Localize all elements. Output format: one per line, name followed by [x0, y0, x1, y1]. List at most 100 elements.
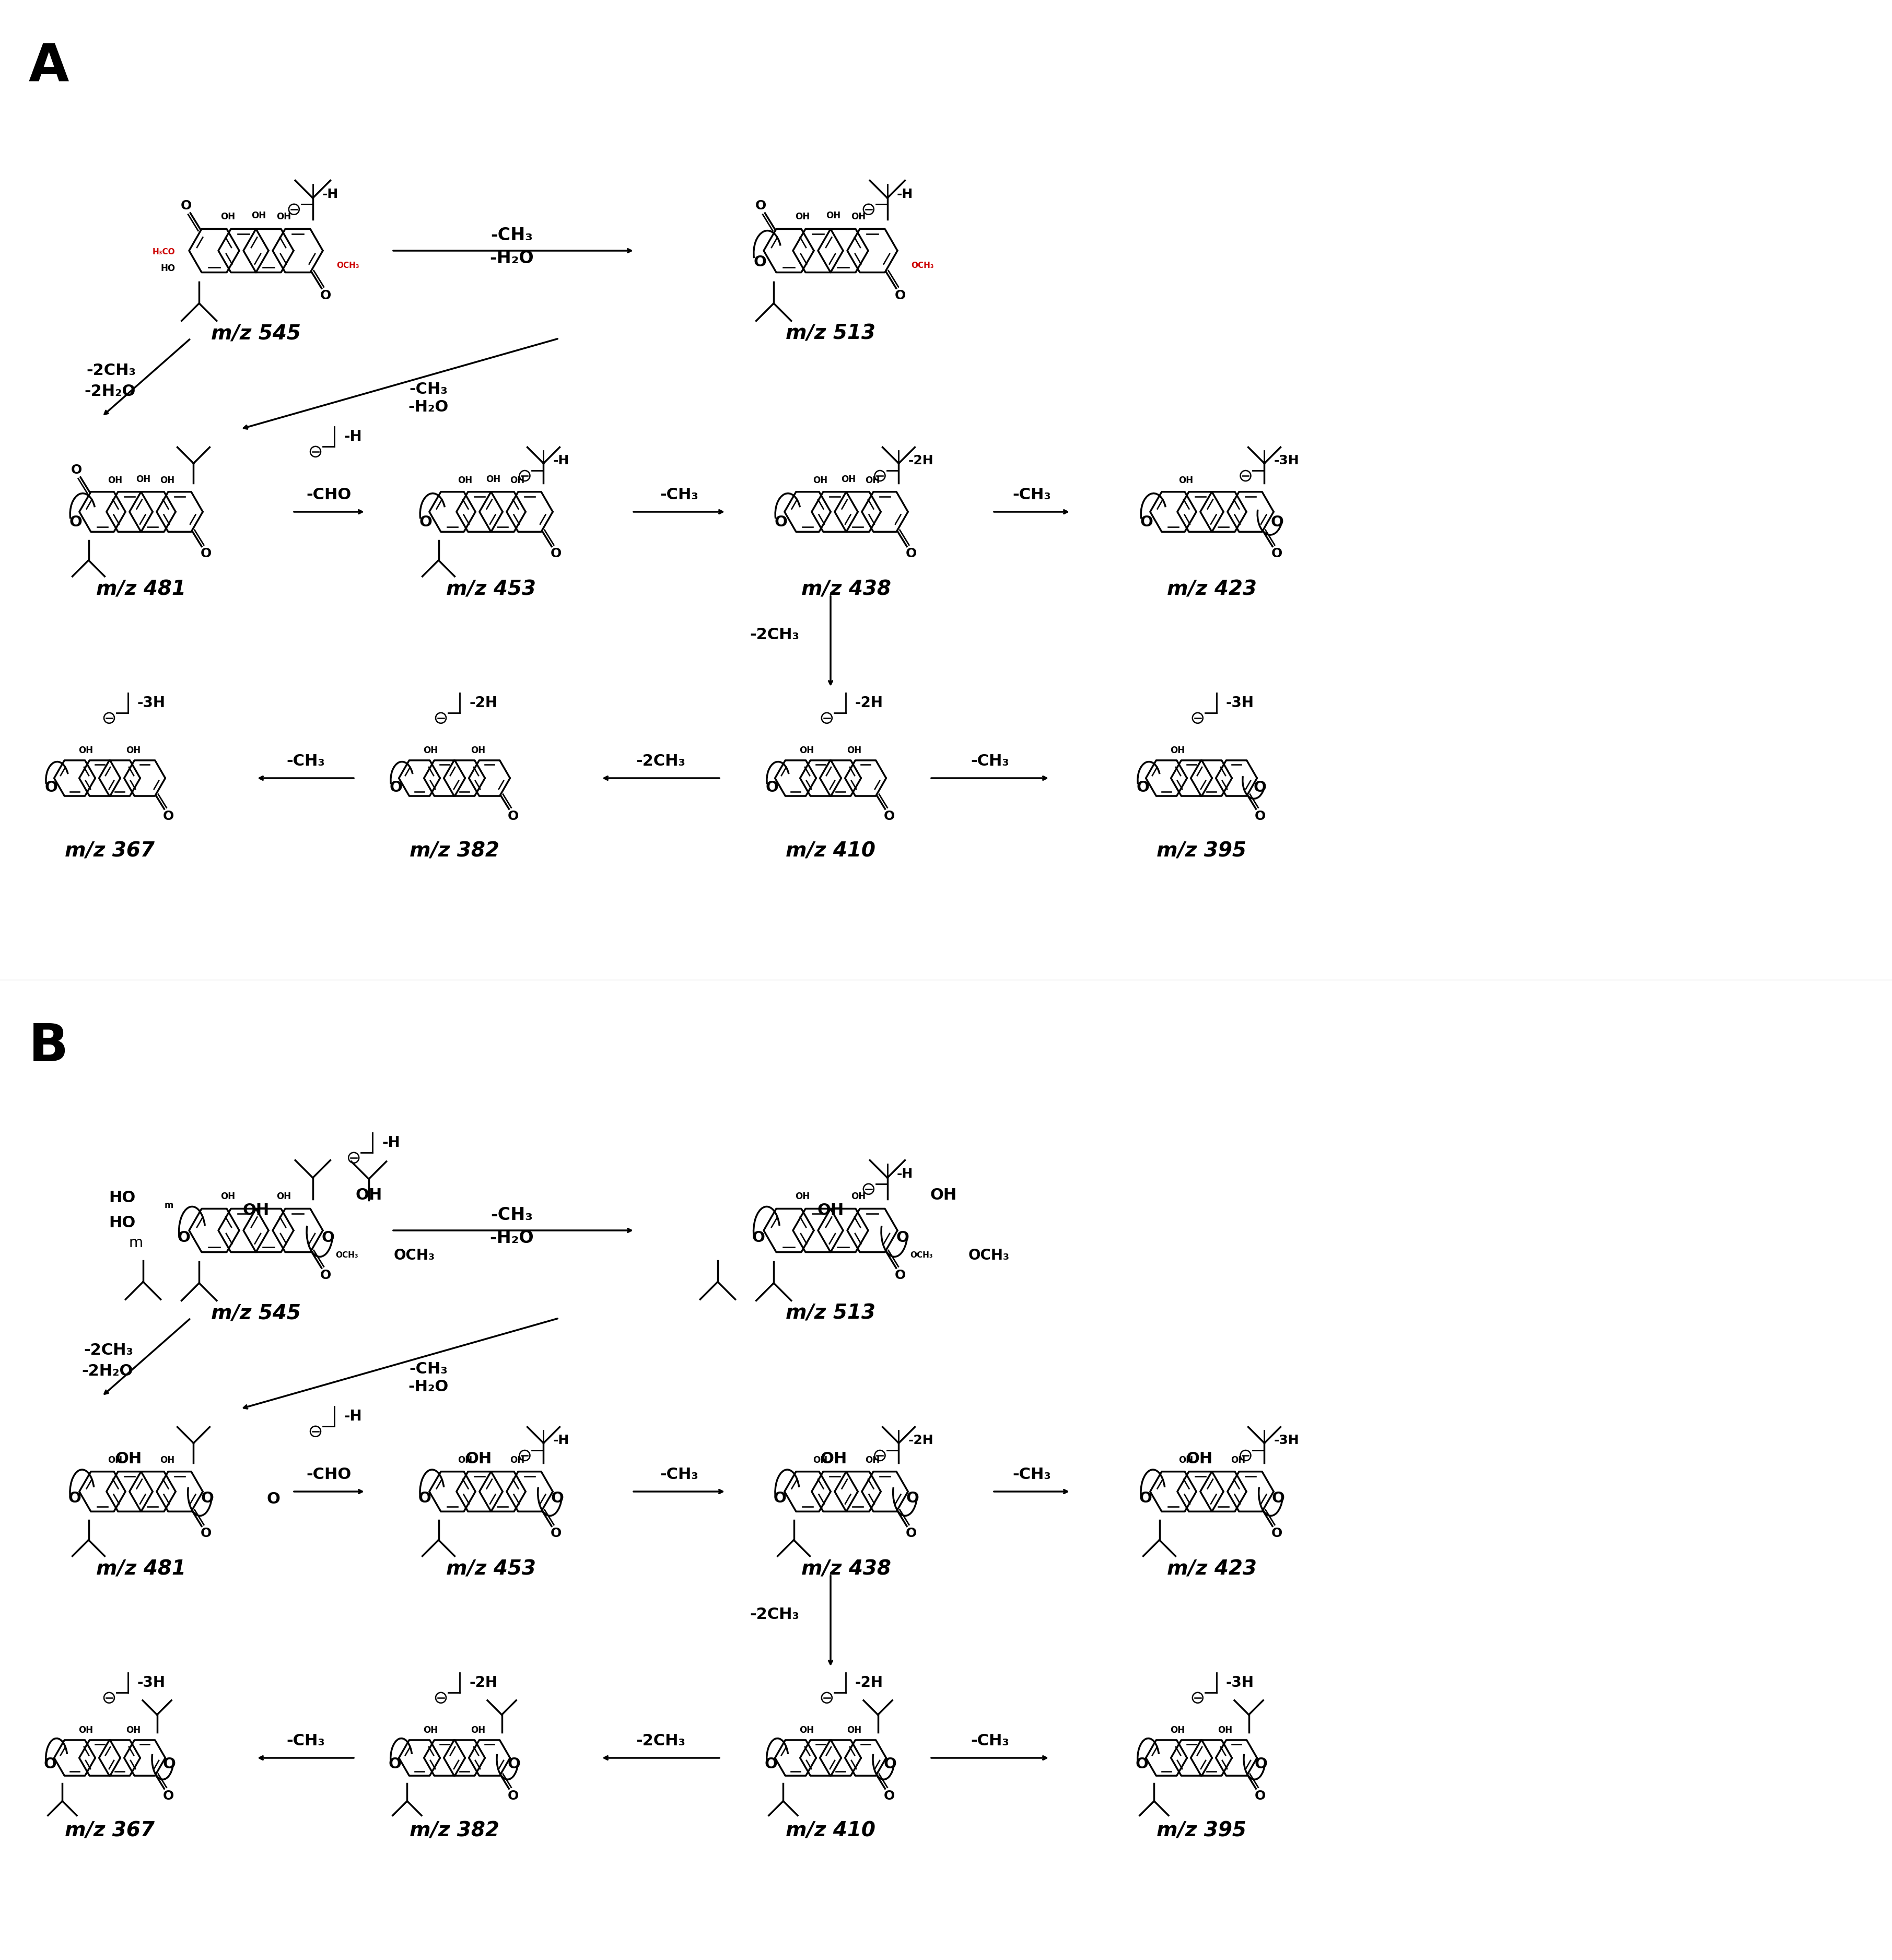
Text: O: O: [895, 290, 906, 302]
Text: O: O: [895, 1268, 906, 1282]
Text: OH: OH: [471, 1725, 486, 1735]
Text: -CH₃: -CH₃: [409, 1362, 448, 1376]
Text: OH: OH: [814, 1456, 827, 1466]
Text: O: O: [1254, 1756, 1268, 1772]
Text: -2H: -2H: [908, 1435, 933, 1446]
Text: O: O: [1139, 1492, 1152, 1505]
Text: m/z 423: m/z 423: [1167, 1560, 1256, 1580]
Text: m/z 481: m/z 481: [96, 580, 185, 600]
Text: O: O: [897, 1231, 908, 1245]
Text: OH: OH: [458, 1456, 473, 1466]
Text: OH: OH: [821, 1452, 848, 1466]
Text: -CHO: -CHO: [307, 488, 352, 502]
Text: m/z 410: m/z 410: [785, 841, 876, 860]
Text: OH: OH: [842, 474, 855, 484]
Text: OH: OH: [509, 476, 524, 486]
Text: O: O: [45, 780, 57, 794]
Text: O: O: [1271, 515, 1283, 529]
Text: O: O: [906, 1492, 920, 1505]
Text: O: O: [1271, 1492, 1285, 1505]
Text: -2H: -2H: [908, 455, 933, 466]
Text: -CH₃: -CH₃: [1012, 1468, 1050, 1482]
Text: O: O: [1254, 780, 1266, 794]
Text: -2CH₃: -2CH₃: [83, 1343, 132, 1358]
Text: -H₂O: -H₂O: [490, 249, 534, 267]
Text: OH: OH: [221, 212, 235, 221]
Text: -CH₃: -CH₃: [971, 755, 1008, 768]
Text: m/z 367: m/z 367: [64, 1821, 155, 1840]
Text: m/z 382: m/z 382: [409, 1821, 499, 1840]
Text: OH: OH: [817, 1203, 844, 1217]
Text: O: O: [774, 515, 787, 529]
Text: H₃CO: H₃CO: [153, 249, 176, 257]
Text: -3H: -3H: [1273, 1435, 1300, 1446]
Text: OH: OH: [1230, 1456, 1245, 1466]
Text: OH: OH: [108, 476, 123, 486]
Text: OH: OH: [1171, 1725, 1184, 1735]
Text: OCH₃: OCH₃: [912, 263, 935, 270]
Text: m/z 513: m/z 513: [785, 323, 876, 343]
Text: O: O: [267, 1492, 280, 1507]
Text: m/z 545: m/z 545: [212, 1303, 301, 1323]
Text: O: O: [44, 1756, 57, 1772]
Text: O: O: [201, 1492, 214, 1505]
Text: -H₂O: -H₂O: [409, 400, 448, 416]
Text: HO: HO: [161, 263, 176, 272]
Text: -3H: -3H: [138, 1676, 166, 1690]
Text: -CH₃: -CH₃: [490, 227, 534, 243]
Text: -2H: -2H: [855, 696, 884, 710]
Text: -H: -H: [382, 1135, 399, 1151]
Text: OH: OH: [800, 1725, 814, 1735]
Text: m: m: [129, 1235, 144, 1250]
Text: -CH₃: -CH₃: [971, 1733, 1008, 1748]
Text: OH: OH: [851, 1192, 867, 1201]
Text: -2CH₃: -2CH₃: [636, 755, 685, 768]
Text: O: O: [551, 1492, 564, 1505]
Text: O: O: [420, 515, 433, 529]
Text: OH: OH: [252, 212, 265, 220]
Text: -2H₂O: -2H₂O: [81, 1364, 132, 1380]
Text: O: O: [507, 1756, 520, 1772]
Text: O: O: [1271, 1527, 1283, 1541]
Text: OCH₃: OCH₃: [910, 1252, 933, 1260]
Text: OH: OH: [795, 1192, 810, 1201]
Text: O: O: [163, 1789, 174, 1803]
Text: -3H: -3H: [1273, 455, 1300, 466]
Text: OH: OH: [127, 745, 140, 755]
Text: OH: OH: [79, 745, 93, 755]
Text: O: O: [1254, 1789, 1266, 1803]
Text: -3H: -3H: [1226, 1676, 1254, 1690]
Text: O: O: [764, 1756, 778, 1772]
Text: O: O: [320, 1268, 331, 1282]
Text: OH: OH: [509, 1456, 524, 1466]
Text: -H: -H: [344, 429, 361, 443]
Text: -CH₃: -CH₃: [490, 1205, 534, 1223]
Text: m/z 438: m/z 438: [802, 580, 891, 600]
Text: O: O: [884, 809, 895, 823]
Text: OH: OH: [458, 476, 473, 486]
Text: OH: OH: [1179, 476, 1194, 486]
Text: O: O: [551, 1527, 562, 1541]
Text: O: O: [1137, 780, 1148, 794]
Text: OH: OH: [1171, 745, 1184, 755]
Text: OH: OH: [79, 1725, 93, 1735]
Text: OH: OH: [424, 745, 439, 755]
Text: m/z 453: m/z 453: [447, 580, 535, 600]
Text: -CH₃: -CH₃: [286, 755, 325, 768]
Text: OH: OH: [115, 1452, 142, 1466]
Text: O: O: [201, 1527, 212, 1541]
Text: -CH₃: -CH₃: [409, 382, 448, 396]
Text: m/z 513: m/z 513: [785, 1303, 876, 1323]
Text: -CH₃: -CH₃: [660, 488, 698, 502]
Text: O: O: [68, 1492, 81, 1505]
Text: -H₂O: -H₂O: [490, 1229, 534, 1247]
Text: O: O: [753, 1231, 764, 1245]
Text: OH: OH: [931, 1188, 957, 1203]
Text: -H: -H: [322, 188, 339, 200]
Text: O: O: [388, 1756, 401, 1772]
Text: m/z 423: m/z 423: [1167, 580, 1256, 600]
Text: m/z 395: m/z 395: [1156, 841, 1247, 860]
Text: OH: OH: [276, 1192, 291, 1201]
Text: -CH₃: -CH₃: [286, 1733, 325, 1748]
Text: O: O: [163, 1756, 176, 1772]
